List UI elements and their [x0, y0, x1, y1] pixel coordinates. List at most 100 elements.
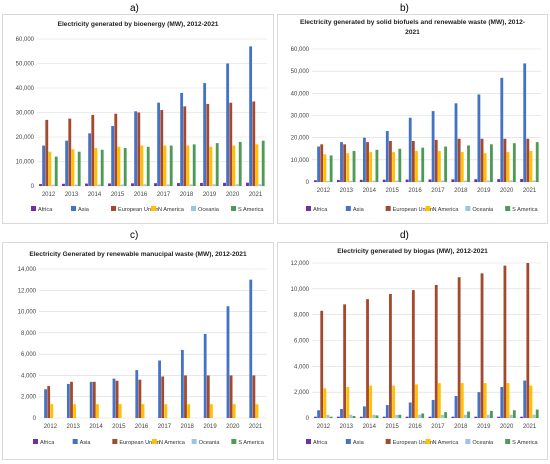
- bar: [535, 409, 539, 418]
- y-tick-label: 40,000: [16, 86, 35, 92]
- bar: [451, 179, 455, 182]
- bar: [138, 379, 142, 418]
- bar: [232, 145, 236, 186]
- y-tick-label: 60,000: [291, 47, 310, 53]
- x-tick-label: 2013: [340, 424, 354, 430]
- panel-label-c: c): [130, 230, 139, 241]
- bar: [320, 144, 324, 182]
- x-tick-label: 2012: [42, 192, 56, 198]
- bar: [323, 388, 327, 418]
- bar: [97, 184, 101, 186]
- bar: [252, 101, 256, 186]
- y-tick-label: 6,000: [21, 352, 37, 358]
- bar: [463, 180, 467, 182]
- bar: [51, 184, 55, 186]
- bar: [340, 408, 343, 418]
- bar: [500, 387, 504, 418]
- bar: [382, 416, 386, 418]
- bar: [463, 414, 467, 418]
- chart-panel-a: Electricity generated by bioenergy (MW),…: [2, 14, 274, 224]
- bar: [108, 183, 111, 186]
- bar: [70, 381, 73, 418]
- bar: [320, 310, 324, 418]
- legend-swatch: [151, 206, 156, 211]
- bar: [317, 410, 321, 418]
- bar: [118, 404, 122, 418]
- bar: [62, 183, 65, 186]
- bar: [246, 182, 249, 186]
- x-tick-label: 2012: [44, 424, 58, 430]
- bar: [483, 383, 487, 418]
- y-tick-label: 4,000: [21, 373, 37, 379]
- bar: [164, 404, 168, 418]
- y-tick-label: 2,000: [294, 390, 310, 396]
- x-tick-label: 2013: [67, 424, 81, 430]
- x-tick-label: 2015: [385, 424, 399, 430]
- bar: [418, 414, 422, 418]
- bar: [209, 146, 213, 186]
- bar: [100, 149, 104, 186]
- x-tick-label: 2014: [88, 192, 102, 198]
- x-tick-label: 2013: [340, 188, 354, 194]
- legend-label: Africa: [313, 440, 328, 446]
- bar: [343, 144, 347, 182]
- bar: [398, 414, 402, 418]
- bar: [343, 304, 347, 418]
- x-tick-label: 2016: [135, 424, 149, 430]
- bar: [477, 392, 481, 418]
- legend-label: N America: [433, 207, 460, 213]
- bar: [92, 381, 96, 418]
- bar: [352, 416, 356, 418]
- bar: [359, 416, 363, 418]
- x-tick-label: 2018: [180, 192, 194, 198]
- bar: [77, 151, 81, 186]
- bar: [408, 117, 412, 182]
- bar: [340, 142, 343, 182]
- legend-swatch: [231, 206, 236, 211]
- bar: [96, 404, 99, 418]
- legend-label: Oceania: [198, 207, 220, 213]
- chart-panel-c: Electricity Generated by renewable manuc…: [2, 242, 274, 460]
- bar: [85, 183, 88, 186]
- legend-swatch: [385, 206, 391, 211]
- legend-label: S America: [238, 440, 264, 446]
- bar: [177, 183, 180, 186]
- x-tick-label: 2019: [203, 192, 217, 198]
- bar: [252, 375, 256, 418]
- legend-label: Africa: [313, 207, 328, 213]
- x-tick-label: 2017: [431, 188, 445, 194]
- bar: [158, 360, 161, 418]
- bar: [369, 385, 373, 418]
- bar: [203, 333, 207, 418]
- bar: [88, 133, 92, 186]
- legend-label: Africa: [40, 440, 55, 446]
- bar: [189, 184, 193, 186]
- legend-swatch: [33, 439, 38, 444]
- bar: [474, 416, 478, 418]
- legend-label: Africa: [38, 207, 53, 213]
- bar: [382, 179, 386, 182]
- y-tick-label: 14,000: [18, 267, 37, 273]
- bar: [389, 294, 392, 418]
- bar: [418, 180, 422, 182]
- legend-swatch: [152, 439, 157, 444]
- legend-label: Oceania: [199, 440, 221, 446]
- legend-swatch: [191, 439, 197, 444]
- x-tick-label: 2021: [523, 424, 537, 430]
- bar: [375, 149, 379, 182]
- bar: [474, 179, 478, 182]
- legend-swatch: [31, 206, 36, 211]
- bar: [451, 416, 455, 418]
- y-tick-label: 0: [33, 416, 37, 422]
- bar: [314, 416, 317, 418]
- bar: [66, 383, 70, 418]
- legend-swatch: [112, 439, 118, 444]
- bar: [411, 140, 415, 182]
- bar: [483, 153, 487, 182]
- chart-title: 2021: [405, 29, 420, 36]
- bar: [192, 144, 196, 186]
- bar: [408, 402, 412, 418]
- bar: [137, 112, 141, 186]
- bar: [392, 385, 395, 418]
- bar: [532, 180, 536, 182]
